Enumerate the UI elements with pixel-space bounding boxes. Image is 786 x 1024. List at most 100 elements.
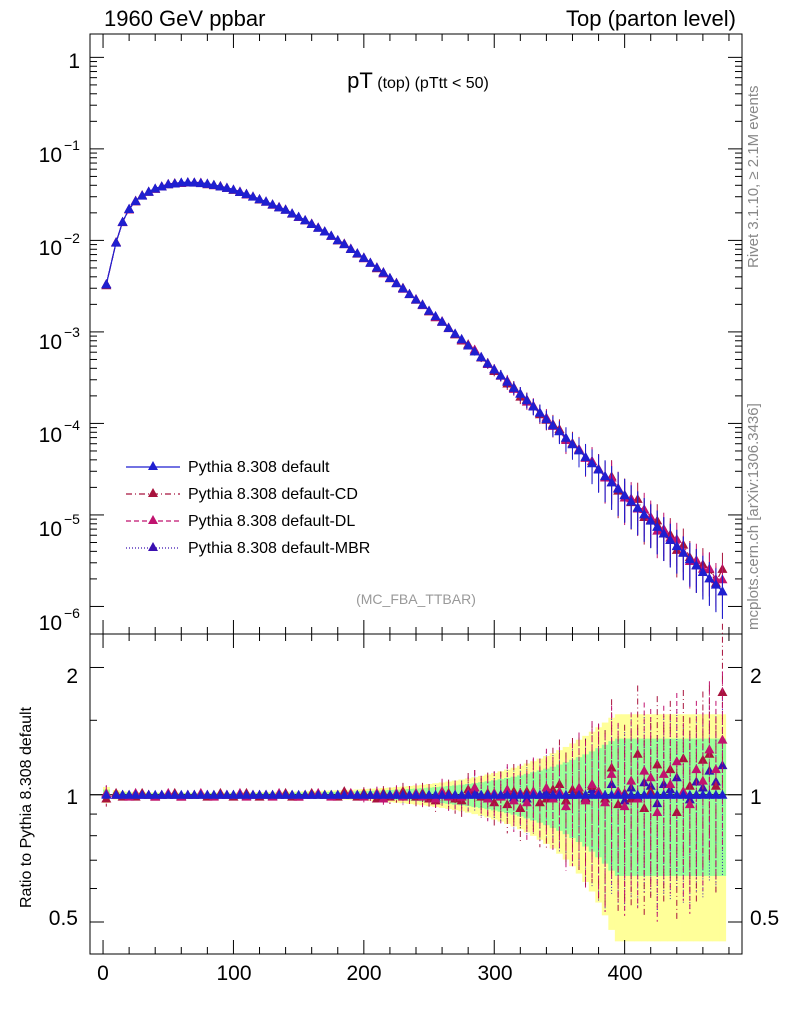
series-point-default bbox=[208, 179, 219, 189]
ratio-point-default bbox=[101, 789, 112, 799]
ratio-point-dl bbox=[619, 801, 630, 811]
ratio-tick-right-2: 2 bbox=[750, 665, 762, 688]
y-tick-exponent: −2 bbox=[64, 230, 80, 246]
ratio-point-default bbox=[613, 789, 624, 799]
legend-label-default: Pythia 8.308 default bbox=[188, 459, 330, 476]
series-point-default bbox=[521, 395, 532, 405]
ratio-point-dl bbox=[717, 734, 728, 744]
series-point-default bbox=[248, 191, 258, 201]
ratio-point-default bbox=[430, 789, 441, 799]
ratio-tick-right-0-5: 0.5 bbox=[750, 907, 779, 930]
ratio-point-default bbox=[215, 789, 226, 799]
ratio-point-default bbox=[671, 789, 682, 799]
ratio-point-default bbox=[606, 789, 617, 799]
plot-title-cut: (pTtt < 50) bbox=[410, 75, 489, 92]
series-point-default bbox=[267, 199, 278, 209]
ratio-point-default bbox=[482, 789, 493, 799]
ratio-point-default bbox=[313, 789, 324, 799]
ratio-y-tick-labels: 2 1 0.5 2 1 0.5 bbox=[49, 665, 779, 930]
ratio-point-default bbox=[717, 789, 728, 799]
series-point-default bbox=[678, 547, 689, 557]
ratio-point-default bbox=[306, 789, 317, 799]
series-point-default bbox=[234, 186, 245, 196]
y-tick-exponent: −4 bbox=[64, 417, 80, 433]
legend-label-cd: Pythia 8.308 default-CD bbox=[188, 486, 358, 503]
series-point-default bbox=[332, 234, 343, 244]
ratio-point-default bbox=[169, 789, 180, 799]
series-point-default bbox=[560, 432, 571, 442]
ratio-point-default bbox=[600, 789, 611, 799]
ratio-point-default bbox=[319, 789, 330, 799]
ratio-band-green bbox=[719, 738, 727, 876]
ratio-point-default bbox=[424, 789, 435, 799]
plot-title-sub: (top) bbox=[373, 75, 410, 92]
y-tick-label-1e-4: 10 −4 bbox=[39, 417, 81, 447]
ratio-point-default bbox=[300, 789, 311, 799]
ratio-point-dl bbox=[606, 768, 617, 778]
ratio-point-dl bbox=[691, 764, 702, 774]
series-point-default bbox=[397, 283, 408, 293]
ratio-uncertainty-bands bbox=[103, 714, 727, 942]
series-point-default bbox=[443, 322, 454, 332]
series-point-default bbox=[371, 262, 382, 272]
series-point-default bbox=[665, 534, 676, 544]
series-point-default bbox=[469, 346, 480, 356]
series-point-default bbox=[704, 573, 715, 583]
ratio-point-default bbox=[202, 789, 213, 799]
ratio-point-default bbox=[261, 789, 272, 799]
series-point-default bbox=[587, 458, 598, 468]
series-point-default bbox=[567, 439, 578, 449]
ratio-point-default bbox=[378, 789, 389, 799]
series-point-default bbox=[130, 195, 141, 205]
ratio-point-default bbox=[645, 789, 656, 799]
legend-marker-mbr bbox=[148, 542, 158, 551]
header-energy-label: 1960 GeV ppbar bbox=[104, 6, 266, 31]
ratio-point-default bbox=[469, 789, 480, 799]
series-point-default bbox=[404, 288, 415, 298]
ratio-point-default bbox=[345, 789, 356, 799]
series-point-default bbox=[137, 190, 148, 200]
ratio-point-default bbox=[587, 789, 598, 799]
legend-entry-dl: Pythia 8.308 default-DL bbox=[126, 513, 355, 530]
series-point-default bbox=[515, 388, 526, 398]
ratio-point-dl bbox=[645, 772, 656, 782]
ratio-point-default bbox=[528, 789, 539, 799]
series-point-default bbox=[261, 196, 272, 206]
ratio-point-default bbox=[156, 789, 167, 799]
ratio-point-default bbox=[111, 789, 122, 799]
ratio-point-default bbox=[189, 789, 200, 799]
series-point-default bbox=[287, 208, 298, 218]
ratio-point-default bbox=[163, 789, 174, 799]
legend-entry-default: Pythia 8.308 default bbox=[126, 459, 330, 476]
y-tick-base: 10 bbox=[39, 237, 62, 260]
ratio-point-default bbox=[547, 789, 558, 799]
ratio-point-default bbox=[626, 789, 637, 799]
series-point-default bbox=[697, 566, 708, 576]
ratio-point-default bbox=[508, 789, 519, 799]
series-point-default bbox=[541, 413, 552, 423]
series-point-default bbox=[182, 177, 193, 187]
ratio-point-default bbox=[495, 789, 506, 799]
y-tick-base: 10 bbox=[39, 424, 62, 447]
ratio-point-cd bbox=[554, 779, 565, 789]
ratio-point-default bbox=[280, 789, 291, 799]
ratio-point-cd bbox=[502, 799, 513, 809]
series-point-default bbox=[632, 502, 643, 512]
series-point-default bbox=[274, 202, 285, 212]
series-point-default bbox=[482, 358, 493, 368]
legend-marker-dl bbox=[148, 515, 158, 524]
ratio-point-default bbox=[195, 789, 206, 799]
ratio-point-default bbox=[150, 789, 161, 799]
ratio-point-default bbox=[593, 789, 604, 799]
ratio-point-default bbox=[228, 789, 239, 799]
y-tick-label-1: 1 bbox=[68, 50, 80, 73]
y-tick-base: 10 bbox=[39, 331, 62, 354]
series-point-default bbox=[554, 426, 565, 436]
legend-entry-cd: Pythia 8.308 default-CD bbox=[126, 486, 358, 503]
ratio-point-default bbox=[182, 789, 193, 799]
series-point-default bbox=[189, 177, 200, 187]
series-point-default bbox=[528, 401, 539, 411]
x-tick-label-200: 200 bbox=[346, 962, 381, 985]
ratio-point-default bbox=[704, 789, 715, 799]
